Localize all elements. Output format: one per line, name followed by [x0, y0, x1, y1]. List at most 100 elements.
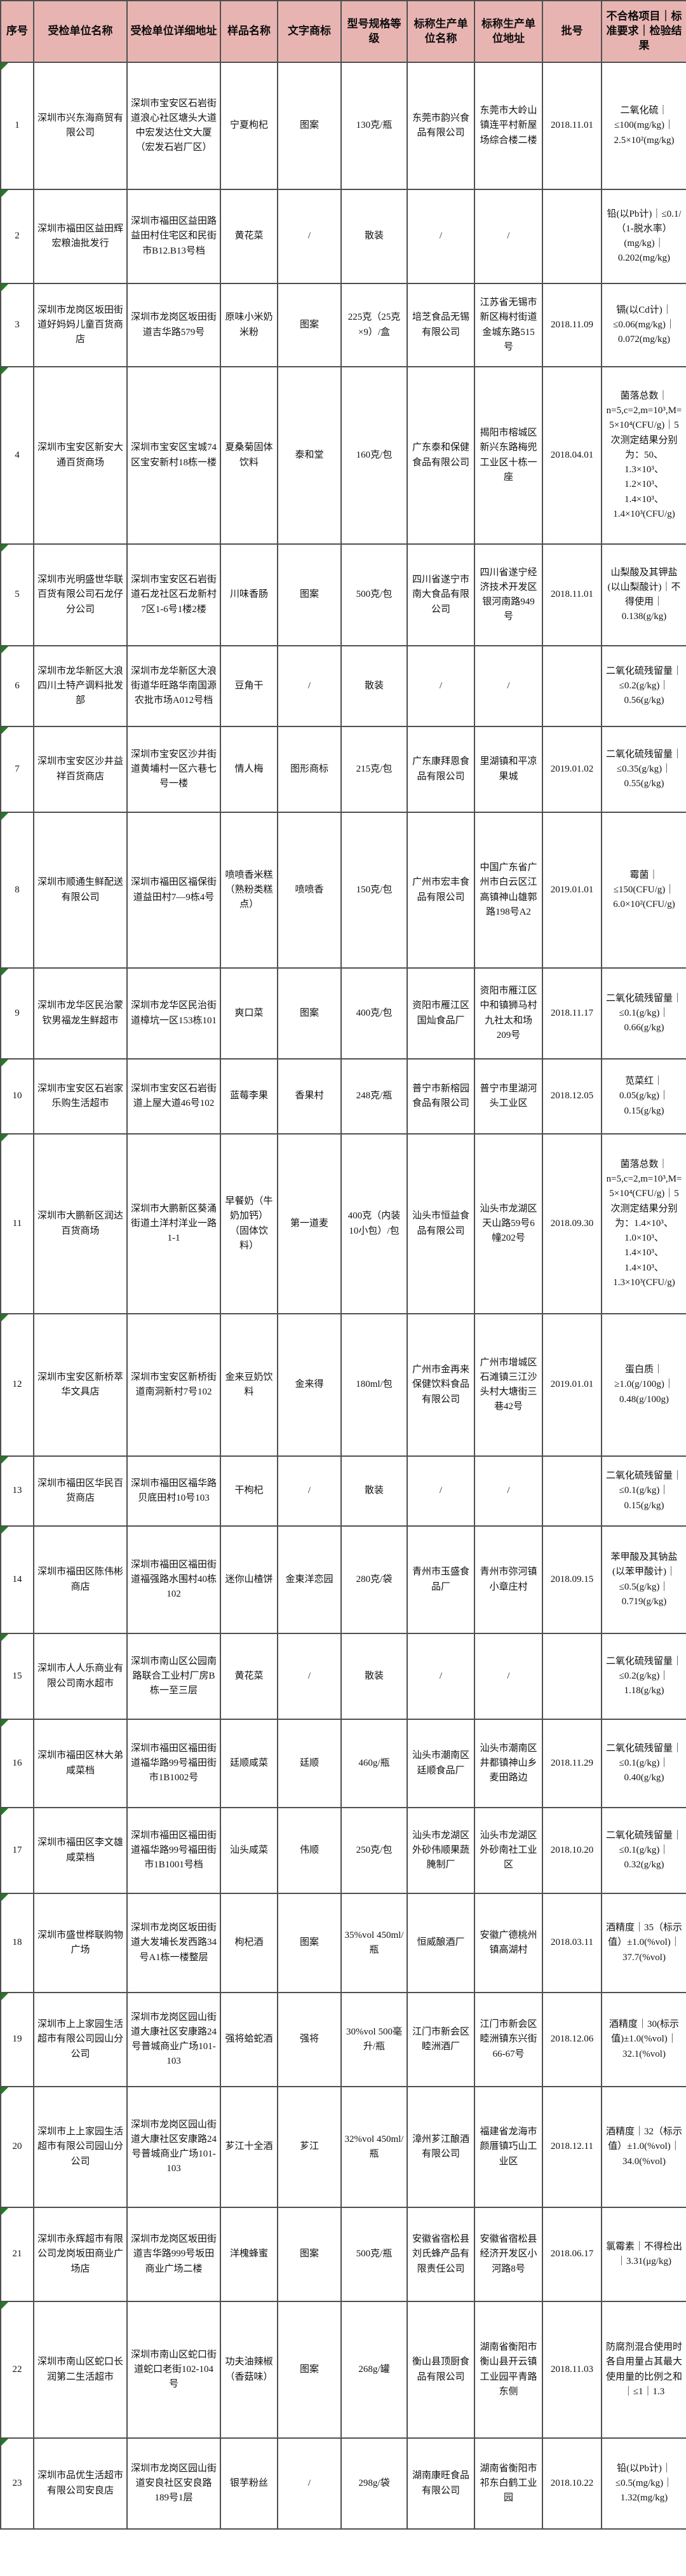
- cell-serial: 10: [0, 1058, 34, 1135]
- cell-result: 镉(以Cd计)｜≤0.06(mg/kg)｜0.072(mg/kg): [601, 283, 686, 367]
- green-corner-marker: [1, 646, 8, 653]
- table-header: 序号 受检单位名称 受检单位详细地址 样品名称 文字商标 型号规格等级 标称生产单位名称 标称…: [0, 0, 686, 63]
- cell-batch: 2018.10.22: [542, 2437, 602, 2530]
- serial-number: 18: [12, 1937, 22, 1948]
- table-row: 18 深圳市盛世桦联购物广场 深圳市龙岗区坂田街道大发埔长发西路34号A1栋一楼整层…: [0, 1893, 686, 1993]
- cell-producer-address: 湖南省衡阳市祁东白鹤工业园: [474, 2437, 543, 2530]
- cell-result: 二氧化硫残留量｜≤0.2(g/kg)｜1.18(g/kg): [601, 1633, 686, 1720]
- cell-unit-address: 深圳市龙华区民治街道樟坑一区153栋101: [126, 967, 221, 1060]
- cell-spec: 35%vol 450ml/瓶: [340, 1893, 408, 1993]
- serial-number: 2: [15, 231, 20, 242]
- cell-batch: 2019.01.02: [542, 726, 602, 813]
- serial-number: 23: [12, 2477, 22, 2488]
- cell-spec: 268g/罐: [340, 2301, 408, 2439]
- cell-result: 二氧化硫残留量｜≤0.1(g/kg)｜0.40(g/kg): [601, 1719, 686, 1808]
- cell-spec: 散装: [340, 1455, 408, 1527]
- cell-spec: 280克/袋: [340, 1525, 408, 1634]
- table-row: 14 深圳市福田区陈伟彬商店 深圳市福田区福田街道福强路水围村40栋102 迷你山楂饼…: [0, 1525, 686, 1634]
- table-row: 17 深圳市福田区李文雄咸菜档 深圳市福田区福田街道福华路99号福田街市1B1001…: [0, 1807, 686, 1894]
- cell-unit-address: 深圳市龙岗区坂田街道大发埔长发西路34号A1栋一楼整层: [126, 1893, 221, 1993]
- table-row: 21 深圳市永辉超市有限公司龙岗坂田商业广场店 深圳市龙岗区坂田街道吉华路999号坂…: [0, 2207, 686, 2302]
- cell-result: 防腐剂混合使用时各自用量占其最大使用量的比例之和｜≤1｜1.3: [601, 2301, 686, 2439]
- cell-producer-address: /: [474, 1455, 543, 1527]
- cell-producer-address: 汕头市潮南区井都镇神山乡麦田路边: [474, 1719, 543, 1808]
- cell-unit-address: 深圳市宝安区石岩街道石龙社区石龙新村7区1-6号1楼2楼: [126, 543, 221, 646]
- cell-result: 二氧化硫残留量｜≤0.1(g/kg)｜0.15(g/kg): [601, 1455, 686, 1527]
- cell-unit-name: 深圳市宝安区石岩家乐购生活超市: [33, 1058, 128, 1135]
- cell-spec: 180ml/包: [340, 1313, 408, 1457]
- cell-unit-name: 深圳市上上家园生活超市有限公司园山分公司: [33, 1992, 128, 2087]
- green-corner-marker: [1, 1634, 8, 1641]
- green-corner-marker: [1, 2087, 8, 2094]
- cell-batch: [542, 1455, 602, 1527]
- cell-producer-address: 东莞市大岭山镇连平村新屋场综合楼二楼: [474, 62, 543, 190]
- cell-spec: 215克/包: [340, 726, 408, 813]
- cell-producer-name: 广东泰和保健食品有限公司: [407, 366, 475, 545]
- cell-sample-name: 强将蛤蛇酒: [220, 1992, 278, 2087]
- cell-serial: 17: [0, 1807, 34, 1894]
- cell-unit-name: 深圳市兴东海商贸有限公司: [33, 62, 128, 190]
- serial-number: 13: [12, 1485, 22, 1496]
- cell-sample-name: 芗江十全酒: [220, 2086, 278, 2208]
- serial-number: 20: [12, 2141, 22, 2152]
- cell-unit-address: 深圳市南山区蛇口街道蛇口老街102-104号: [126, 2301, 221, 2439]
- cell-result: 酒精度｜35（标示值）±1.0(%vol)｜37.7(%vol): [601, 1893, 686, 1993]
- cell-unit-name: 深圳市福田区益田辉宏粮油批发行: [33, 189, 128, 284]
- cell-spec: 130克/瓶: [340, 62, 408, 190]
- cell-unit-name: 深圳市大鹏新区润达百货商场: [33, 1133, 128, 1314]
- cell-sample-name: 喷喷香米糕（熟粉类糕点）: [220, 812, 278, 969]
- green-corner-marker: [1, 1527, 8, 1534]
- cell-batch: 2018.11.03: [542, 2301, 602, 2439]
- serial-number: 4: [15, 449, 20, 460]
- cell-unit-name: 深圳市龙岗区坂田街道好妈妈儿童百货商店: [33, 283, 128, 367]
- serial-number: 16: [12, 1757, 22, 1768]
- serial-number: 12: [12, 1379, 22, 1390]
- cell-unit-address: 深圳市龙岗区园山街道大康社区安康路24号普城商业广场101-103: [126, 2086, 221, 2208]
- green-corner-marker: [1, 1314, 8, 1321]
- cell-producer-name: /: [407, 1633, 475, 1720]
- cell-producer-address: 资阳市雁江区中和镇狮马村九社太和场209号: [474, 967, 543, 1060]
- cell-batch: [542, 645, 602, 727]
- cell-unit-name: 深圳市福田区林大弟咸菜档: [33, 1719, 128, 1808]
- cell-producer-address: /: [474, 189, 543, 284]
- cell-spec: 460g/瓶: [340, 1719, 408, 1808]
- column-header-spec: 型号规格等级: [340, 0, 408, 63]
- cell-producer-address: /: [474, 1633, 543, 1720]
- cell-spec: 散装: [340, 645, 408, 727]
- cell-serial: 16: [0, 1719, 34, 1808]
- cell-spec: 225克（25克×9）/盒: [340, 283, 408, 367]
- cell-result: 氯霉素｜不得检出｜3.31(μg/kg): [601, 2207, 686, 2302]
- cell-unit-name: 深圳市盛世桦联购物广场: [33, 1893, 128, 1993]
- table-row: 19 深圳市上上家园生活超市有限公司园山分公司 深圳市龙岗区园山街道大康社区安康路2…: [0, 1992, 686, 2087]
- cell-producer-address: 江苏省无锡市新区梅村街道金城东路515号: [474, 283, 543, 367]
- table-row: 10 深圳市宝安区石岩家乐购生活超市 深圳市宝安区石岩街道上屋大道46号102 蓝莓李…: [0, 1058, 686, 1135]
- cell-unit-name: 深圳市福田区李文雄咸菜档: [33, 1807, 128, 1894]
- cell-unit-address: 深圳市龙华新区大浪街道华旺路华南国源农批市场A012号档: [126, 645, 221, 727]
- cell-sample-name: 金来豆奶饮料: [220, 1313, 278, 1457]
- table-row: 7 深圳市宝安区沙井益祥百货商店 深圳市宝安区沙井街道黄埔村一区六巷七号一楼 情人梅图…: [0, 726, 686, 813]
- serial-number: 19: [12, 2034, 22, 2045]
- green-corner-marker: [1, 284, 8, 291]
- table-row: 13 深圳市福田区华民百货商店 深圳市福田区福华路贝底田村10号103 干枸杞 / 散装 /…: [0, 1455, 686, 1527]
- cell-sample-name: 豆角干: [220, 645, 278, 727]
- table-row: 12 深圳市宝安区新桥萃华文具店 深圳市宝安区新桥街道南洞新村7号102 金来豆奶饮料…: [0, 1313, 686, 1457]
- serial-number: 15: [12, 1670, 22, 1681]
- cell-spec: 散装: [340, 189, 408, 284]
- cell-unit-address: 深圳市宝安区石岩街道上屋大道46号102: [126, 1058, 221, 1135]
- green-corner-marker: [1, 727, 8, 734]
- cell-sample-name: 廷顺咸菜: [220, 1719, 278, 1808]
- cell-result: 酒精度｜30(标示值)±1.0(%vol)｜32.1(%vol): [601, 1992, 686, 2087]
- column-header-trademark: 文字商标: [277, 0, 342, 63]
- cell-batch: 2018.12.05: [542, 1058, 602, 1135]
- cell-trademark: 第一道麦: [277, 1133, 342, 1314]
- column-header-serial: 序号: [0, 0, 34, 63]
- cell-producer-address: 青州市弥河镇小章庄村: [474, 1525, 543, 1634]
- cell-trademark: 廷顺: [277, 1719, 342, 1808]
- cell-sample-name: 银芋粉丝: [220, 2437, 278, 2530]
- cell-producer-address: 江门市新会区睦洲镇东兴街66-67号: [474, 1992, 543, 2087]
- cell-spec: 30%vol 500毫升/瓶: [340, 1992, 408, 2087]
- green-corner-marker: [1, 1894, 8, 1901]
- green-corner-marker: [1, 2302, 8, 2309]
- cell-serial: 18: [0, 1893, 34, 1993]
- cell-producer-name: /: [407, 645, 475, 727]
